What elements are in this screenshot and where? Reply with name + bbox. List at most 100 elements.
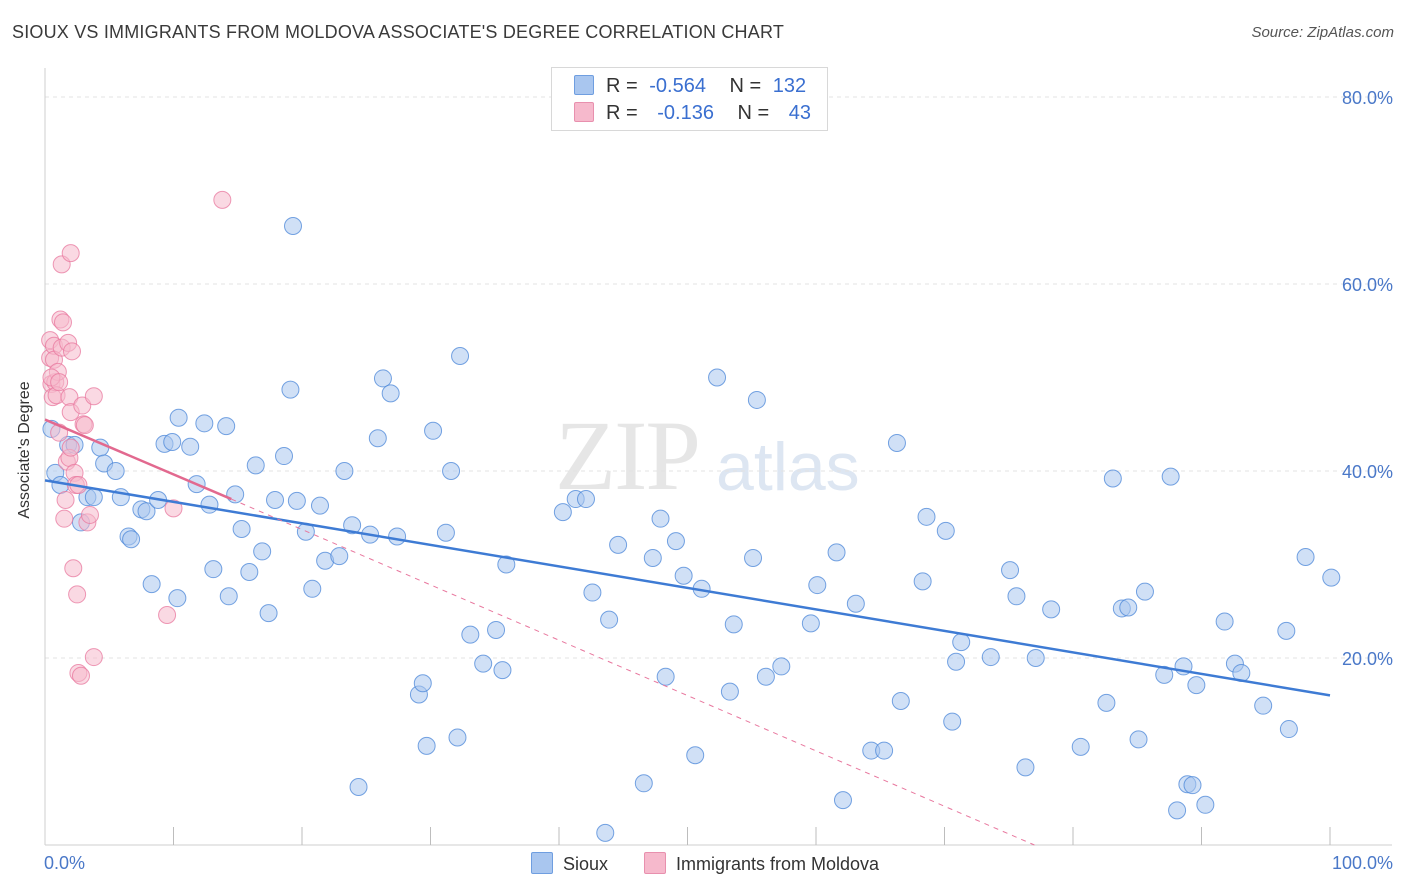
point-sioux [381, 384, 400, 403]
bottom-legend-label-moldova: Immigrants from Moldova [676, 854, 880, 874]
point-sioux [686, 746, 705, 765]
point-moldova [55, 509, 74, 528]
point-sioux [1071, 737, 1090, 756]
correlation-legend: R = -0.564 N = 132 R = -0.136 N = 43 [551, 67, 828, 131]
point-sioux [553, 503, 572, 522]
point-sioux [887, 433, 906, 452]
point-sioux [1322, 568, 1341, 587]
point-sioux [917, 507, 936, 526]
point-sioux [417, 736, 436, 755]
point-sioux [720, 682, 739, 701]
point-sioux [330, 547, 349, 566]
point-sioux [1183, 776, 1202, 795]
point-moldova [61, 438, 80, 457]
point-sioux [217, 417, 236, 436]
legend-swatch-sioux [574, 75, 594, 95]
point-sioux [461, 625, 480, 644]
point-sioux [1161, 467, 1180, 486]
point-moldova [50, 373, 69, 392]
point-sioux [1129, 730, 1148, 749]
axes [44, 68, 1392, 846]
bottom-legend-swatch-moldova [644, 852, 666, 874]
point-sioux [756, 667, 775, 686]
point-sioux [651, 509, 670, 528]
point-moldova [80, 505, 99, 524]
point-sioux [388, 527, 407, 546]
point-sioux [952, 633, 971, 652]
point-sioux [1001, 561, 1020, 580]
legend-r-label: R = [606, 102, 638, 124]
x-tick-labels: 0.0% 100.0% [44, 853, 1393, 873]
point-moldova [62, 342, 81, 361]
point-sioux [1215, 612, 1234, 631]
y-tick-label: 80.0% [1342, 88, 1393, 108]
point-sioux [827, 543, 846, 562]
point-sioux [275, 447, 294, 466]
point-sioux [487, 620, 506, 639]
point-sioux [266, 490, 285, 509]
point-sioux [1187, 676, 1206, 695]
point-sioux [204, 560, 223, 579]
point-sioux [497, 555, 516, 574]
point-sioux [1097, 693, 1116, 712]
y-tick-label: 20.0% [1342, 649, 1393, 669]
point-sioux [744, 548, 763, 567]
bottom-legend-moldova: Immigrants from Moldova [644, 852, 879, 875]
point-sioux [424, 421, 443, 440]
legend-row-moldova: R = -0.136 N = 43 [574, 102, 811, 126]
point-sioux [84, 488, 103, 507]
point-sioux [875, 741, 894, 760]
point-sioux [947, 652, 966, 671]
point-moldova [164, 499, 183, 518]
point-sioux [137, 502, 156, 521]
point-sioux [122, 530, 141, 549]
legend-r-value: -0.564 [649, 75, 706, 97]
point-sioux [943, 712, 962, 731]
trend-line-moldova-extension [231, 498, 1035, 846]
point-sioux [106, 462, 125, 480]
legend-swatch-moldova [574, 102, 594, 122]
point-sioux [1254, 696, 1273, 715]
point-sioux [1196, 795, 1215, 814]
point-sioux [609, 535, 628, 554]
point-sioux [1026, 649, 1045, 667]
point-sioux [200, 495, 219, 514]
y-tick-labels: 20.0% 40.0% 60.0% 80.0% [1342, 88, 1393, 669]
point-sioux [600, 610, 619, 629]
y-tick-label: 40.0% [1342, 462, 1393, 482]
point-sioux [232, 519, 251, 538]
legend-r-value: -0.136 [657, 102, 714, 124]
point-moldova [53, 313, 72, 332]
source-credit: Source: ZipAtlas.com [1251, 24, 1394, 41]
point-sioux [373, 369, 392, 388]
legend-r-label: R = [606, 75, 638, 97]
point-sioux [936, 521, 955, 540]
legend-n-value: 132 [772, 75, 807, 97]
point-sioux [808, 576, 827, 595]
point-sioux [195, 414, 214, 433]
point-sioux [259, 604, 278, 623]
bottom-legend-label-sioux: Sioux [563, 854, 609, 874]
trend-line-sioux [44, 479, 1331, 697]
point-moldova [64, 559, 83, 578]
point-sioux [643, 548, 662, 567]
point-sioux [181, 437, 200, 456]
point-moldova [84, 648, 103, 667]
point-moldova [68, 585, 87, 604]
point-sioux [1007, 587, 1026, 606]
point-sioux [1168, 801, 1187, 820]
legend-row-sioux: R = -0.564 N = 132 [574, 75, 806, 99]
bottom-legend-swatch-sioux [531, 852, 553, 874]
point-moldova [56, 490, 75, 509]
point-sioux [891, 692, 910, 711]
point-sioux [1277, 621, 1296, 640]
point-sioux [246, 456, 265, 475]
point-sioux [708, 368, 727, 387]
point-sioux [253, 542, 272, 561]
point-sioux [368, 429, 387, 448]
point-sioux [666, 532, 685, 551]
point-sioux [284, 217, 303, 236]
point-sioux [413, 674, 432, 693]
point-sioux [169, 408, 188, 427]
point-sioux [981, 648, 1000, 667]
